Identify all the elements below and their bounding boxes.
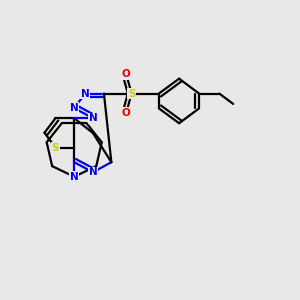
Text: N: N: [70, 172, 79, 182]
Text: N: N: [88, 167, 97, 177]
Text: N: N: [81, 88, 90, 98]
Text: S: S: [128, 88, 135, 98]
Text: S: S: [52, 142, 59, 153]
Text: O: O: [122, 69, 130, 79]
Text: N: N: [88, 113, 97, 123]
Text: N: N: [70, 103, 79, 113]
Text: O: O: [122, 108, 130, 118]
